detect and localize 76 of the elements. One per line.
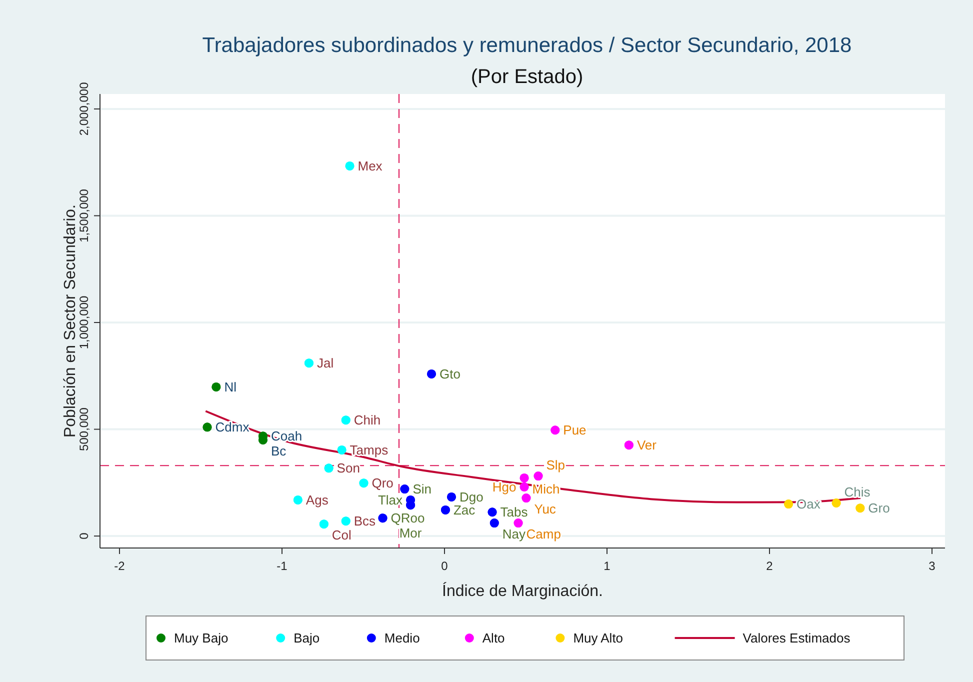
legend-label: Alto <box>482 630 505 646</box>
point <box>534 472 543 481</box>
data-label: Dgo <box>459 490 484 505</box>
data-label: Gro <box>868 500 890 516</box>
point <box>202 422 212 432</box>
data-label: Chis <box>844 484 871 500</box>
legend-label: Valores Estimados <box>742 630 851 646</box>
point <box>488 508 497 517</box>
x-tick-label: -2 <box>114 559 126 573</box>
y-axis-title: Población en Sector Secundario. <box>62 204 79 438</box>
data-label: Jal <box>316 356 334 371</box>
data-label: Qro <box>372 476 394 491</box>
data-label: Mex <box>358 158 383 174</box>
data-label: Gto <box>440 366 460 382</box>
point <box>212 382 221 392</box>
point <box>520 473 529 482</box>
data-label: Slp <box>546 458 566 473</box>
x-tick-label: 3 <box>928 559 936 573</box>
data-label: Ags <box>306 492 329 508</box>
data-label: Pue <box>563 422 586 438</box>
point <box>319 520 328 529</box>
point <box>832 498 841 508</box>
x-tick-label: -1 <box>276 559 288 573</box>
point <box>304 358 314 368</box>
point <box>337 445 346 454</box>
data-label: Yuc <box>534 502 556 517</box>
point <box>446 492 456 502</box>
y-tick-label: 1,000,000 <box>77 295 91 350</box>
point <box>345 161 354 170</box>
y-tick-label: 500,000 <box>77 407 91 451</box>
point <box>550 426 560 435</box>
point <box>400 484 410 494</box>
point <box>514 518 523 528</box>
data-label: Mor <box>399 526 422 541</box>
point <box>784 500 794 509</box>
point <box>440 505 450 514</box>
point <box>293 495 302 504</box>
point <box>341 416 350 425</box>
data-label: Tamps <box>350 442 389 458</box>
data-label: Col <box>332 528 352 543</box>
data-label: Tlax <box>378 492 404 508</box>
legend-label: Bajo <box>294 630 320 646</box>
x-tick-label: 2 <box>766 559 774 573</box>
point <box>490 518 499 528</box>
x-axis-title: Índice de Marginación. <box>442 582 603 600</box>
data-label: Bcs <box>354 514 376 529</box>
data-label: Tabs <box>500 504 528 520</box>
y-tick-label: 1,500,000 <box>77 188 91 242</box>
x-tick-label: 1 <box>604 559 611 573</box>
data-label: Cdmx <box>215 420 250 435</box>
data-label: Nay <box>502 526 526 542</box>
point <box>359 478 368 488</box>
data-label: Chih <box>354 412 381 428</box>
x-tick-label: 0 <box>441 559 448 573</box>
y-tick-label: 2,000,000 <box>77 82 91 136</box>
point <box>520 482 529 492</box>
chart-subtitle: (Por Estado) <box>470 66 584 88</box>
data-label: Sin <box>412 482 432 497</box>
point <box>856 504 865 513</box>
data-label: Coah <box>270 428 302 444</box>
legend-label: Muy Alto <box>573 630 624 646</box>
chart-title: Trabajadores subordinados y remunerados / Sector Secundario, 2018 <box>202 34 852 57</box>
point <box>341 516 350 526</box>
data-label: Camp <box>526 526 561 542</box>
y-tick-label: 0 <box>77 532 91 540</box>
point <box>624 440 634 450</box>
data-label: Nl <box>224 380 237 395</box>
point <box>522 494 531 503</box>
point <box>378 514 388 523</box>
data-label: Ver <box>636 438 658 453</box>
point <box>324 464 334 473</box>
data-label: Bc <box>270 443 287 458</box>
point <box>427 369 436 378</box>
legend-label: Medio <box>384 630 420 646</box>
legend-label: Muy Bajo <box>174 630 228 646</box>
data-label: Hgo <box>492 479 516 494</box>
